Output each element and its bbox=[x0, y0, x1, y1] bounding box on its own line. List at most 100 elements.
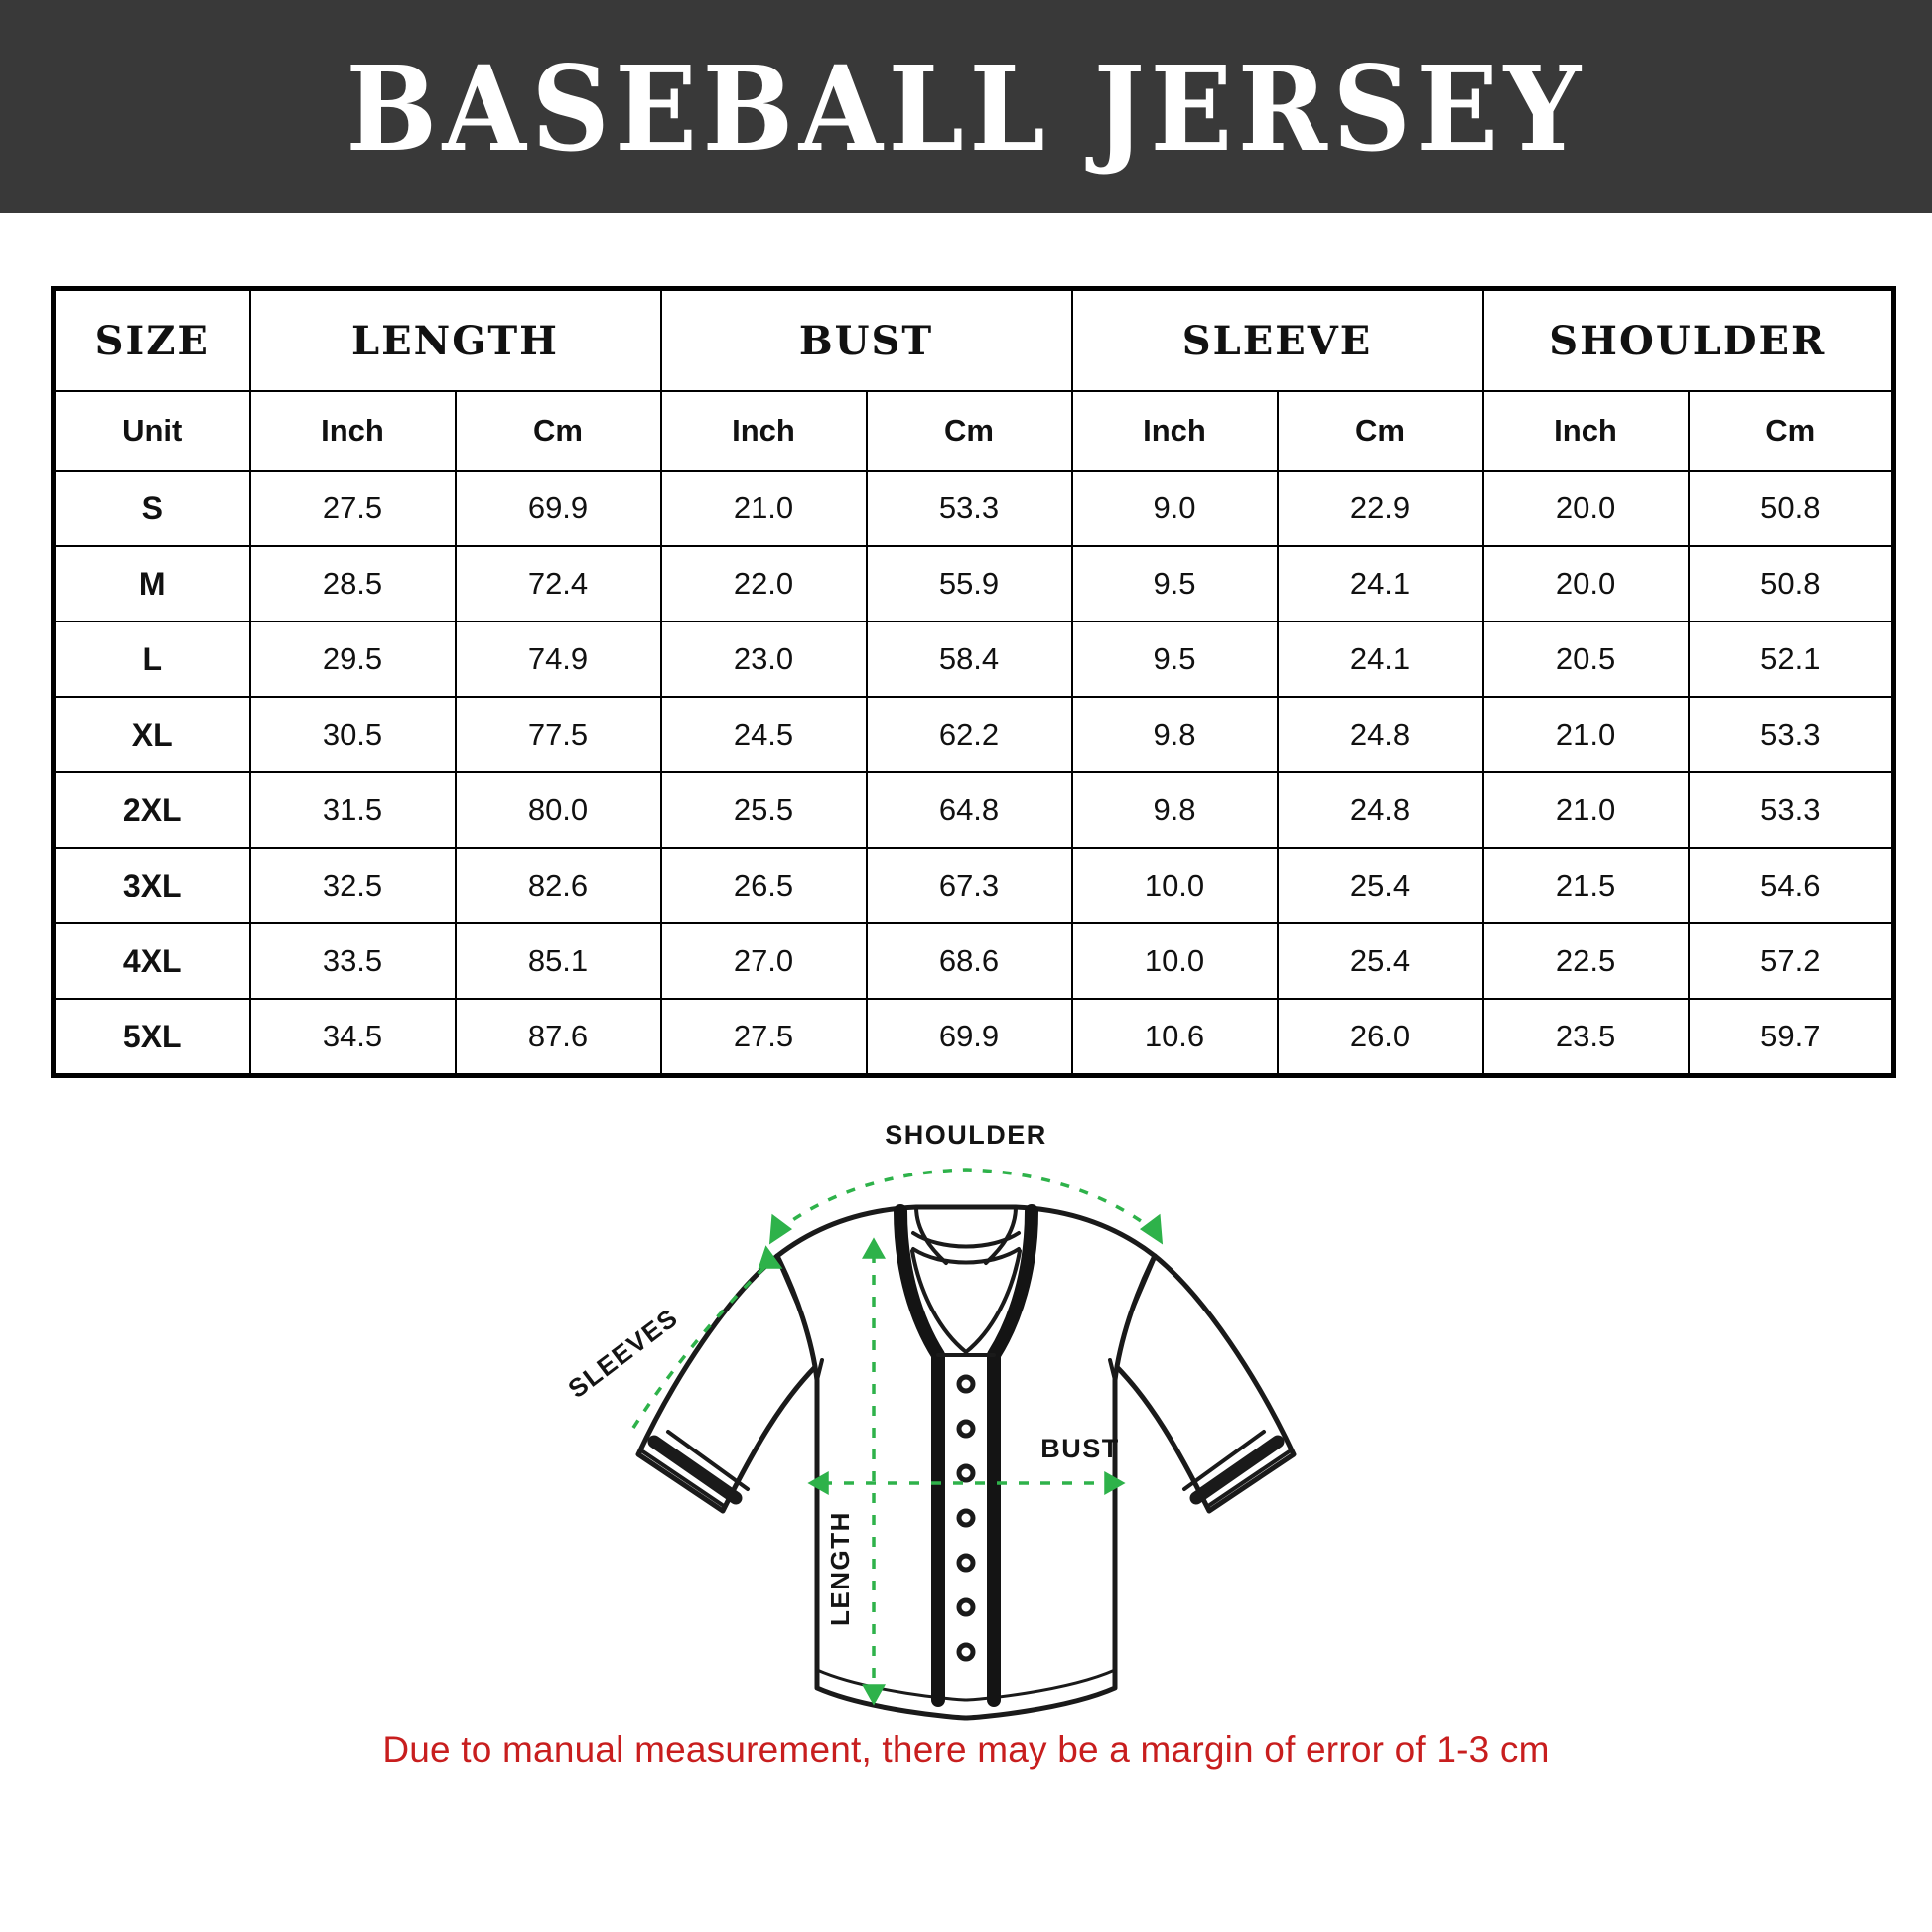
cell-sleeve-in: 10.0 bbox=[1070, 847, 1279, 924]
cell-size: 2XL bbox=[52, 771, 251, 849]
unit-cell-shoulder-inch: Inch bbox=[1481, 390, 1690, 472]
cell-bust-cm: 62.2 bbox=[865, 696, 1073, 773]
table-row: 4XL 33.5 85.1 27.0 68.6 10.0 25.4 22.5 57.2 bbox=[52, 922, 1895, 1000]
cell-length-cm: 82.6 bbox=[454, 847, 662, 924]
right-cuff-stripe bbox=[1189, 1435, 1285, 1505]
unit-cell-label: Unit bbox=[52, 390, 251, 472]
cell-shoulder-cm: 57.2 bbox=[1687, 922, 1895, 1000]
bust-arrow-right bbox=[1104, 1471, 1126, 1495]
placket-right-band bbox=[987, 1204, 1038, 1707]
size-chart-container: SIZE LENGTH BUST SLEEVE SHOULDER Unit In… bbox=[51, 286, 1897, 1078]
shoulder-arrow-left bbox=[768, 1213, 793, 1245]
cell-sleeve-in: 9.0 bbox=[1070, 470, 1279, 547]
jersey-body-shape bbox=[774, 1204, 1158, 1721]
right-cuff-line-2 bbox=[1182, 1430, 1266, 1491]
cell-sleeve-in: 10.6 bbox=[1070, 998, 1279, 1077]
measurement-disclaimer: Due to manual measurement, there may be … bbox=[382, 1729, 1550, 1770]
cell-shoulder-in: 22.5 bbox=[1481, 922, 1690, 1000]
collar-inner-line-2 bbox=[911, 1247, 1021, 1265]
cell-length-in: 34.5 bbox=[248, 998, 457, 1077]
right-armhole-seam bbox=[1108, 1358, 1117, 1382]
v-neck-opening bbox=[910, 1249, 1022, 1354]
cell-shoulder-cm: 59.7 bbox=[1687, 998, 1895, 1077]
unit-cell-bust-cm: Cm bbox=[865, 390, 1073, 472]
column-header-bust: BUST bbox=[659, 287, 1073, 392]
cell-length-cm: 69.9 bbox=[454, 470, 662, 547]
cell-sleeve-cm: 24.8 bbox=[1276, 771, 1484, 849]
jersey-button bbox=[956, 1642, 976, 1662]
jersey-button bbox=[956, 1553, 976, 1573]
table-row: 5XL 34.5 87.6 27.5 69.9 10.6 26.0 23.5 59.7 bbox=[52, 998, 1895, 1077]
table-row: S 27.5 69.9 21.0 53.3 9.0 22.9 20.0 50.8 bbox=[52, 470, 1895, 547]
sleeves-measure-line bbox=[631, 1257, 775, 1429]
cell-length-cm: 87.6 bbox=[454, 998, 662, 1077]
jersey-diagram-area: SHOULDER SLEEVES BUST LENGTH bbox=[0, 1082, 1932, 1757]
left-cuff-line-1 bbox=[639, 1449, 726, 1508]
cell-bust-cm: 58.4 bbox=[865, 621, 1073, 698]
cell-bust-cm: 55.9 bbox=[865, 545, 1073, 622]
table-row: 3XL 32.5 82.6 26.5 67.3 10.0 25.4 21.5 54.6 bbox=[52, 847, 1895, 924]
table-row: XL 30.5 77.5 24.5 62.2 9.8 24.8 21.0 53.3 bbox=[52, 696, 1895, 773]
jersey-button bbox=[956, 1597, 976, 1617]
unit-cell-sleeve-cm: Cm bbox=[1276, 390, 1484, 472]
cell-bust-cm: 67.3 bbox=[865, 847, 1073, 924]
cell-bust-in: 25.5 bbox=[659, 771, 868, 849]
cell-shoulder-cm: 53.3 bbox=[1687, 696, 1895, 773]
column-header-sleeve: SLEEVE bbox=[1070, 287, 1484, 392]
cell-bust-in: 23.0 bbox=[659, 621, 868, 698]
left-cuff-line-2 bbox=[666, 1430, 750, 1491]
cell-length-cm: 80.0 bbox=[454, 771, 662, 849]
cell-size: XL bbox=[52, 696, 251, 773]
cell-shoulder-cm: 52.1 bbox=[1687, 621, 1895, 698]
size-chart-table: SIZE LENGTH BUST SLEEVE SHOULDER Unit In… bbox=[51, 286, 1897, 1078]
jersey-button bbox=[956, 1463, 976, 1483]
button-group bbox=[956, 1374, 976, 1662]
cell-length-cm: 72.4 bbox=[454, 545, 662, 622]
cell-length-in: 28.5 bbox=[248, 545, 457, 622]
length-arrow-top bbox=[862, 1237, 886, 1259]
cell-length-cm: 77.5 bbox=[454, 696, 662, 773]
collar-inner-line bbox=[911, 1231, 1021, 1249]
cell-bust-cm: 69.9 bbox=[865, 998, 1073, 1077]
cell-shoulder-in: 20.0 bbox=[1481, 470, 1690, 547]
cell-shoulder-cm: 50.8 bbox=[1687, 470, 1895, 547]
unit-cell-length-inch: Inch bbox=[248, 390, 457, 472]
cell-sleeve-in: 10.0 bbox=[1070, 922, 1279, 1000]
cell-size: L bbox=[52, 621, 251, 698]
diagram-label-length: LENGTH bbox=[825, 1511, 855, 1626]
cell-bust-in: 27.0 bbox=[659, 922, 868, 1000]
cell-sleeve-cm: 24.1 bbox=[1276, 621, 1484, 698]
cell-length-in: 29.5 bbox=[248, 621, 457, 698]
cell-size: 5XL bbox=[52, 998, 251, 1077]
cell-sleeve-in: 9.8 bbox=[1070, 771, 1279, 849]
cell-shoulder-cm: 50.8 bbox=[1687, 545, 1895, 622]
left-cuff-stripe bbox=[647, 1435, 743, 1505]
placket-left-band bbox=[894, 1204, 945, 1707]
cell-length-cm: 74.9 bbox=[454, 621, 662, 698]
column-header-shoulder: SHOULDER bbox=[1481, 287, 1895, 392]
cell-size: M bbox=[52, 545, 251, 622]
cell-bust-in: 22.0 bbox=[659, 545, 868, 622]
cell-shoulder-in: 20.5 bbox=[1481, 621, 1690, 698]
size-chart-body: S 27.5 69.9 21.0 53.3 9.0 22.9 20.0 50.8 M 28.5 72.… bbox=[52, 470, 1895, 1077]
cell-bust-in: 24.5 bbox=[659, 696, 868, 773]
cell-shoulder-cm: 53.3 bbox=[1687, 771, 1895, 849]
left-armhole-seam bbox=[815, 1358, 824, 1382]
column-header-size: SIZE bbox=[52, 287, 251, 392]
cell-sleeve-cm: 24.8 bbox=[1276, 696, 1484, 773]
diagram-label-bust: BUST bbox=[1040, 1434, 1120, 1463]
jersey-button bbox=[956, 1374, 976, 1394]
table-unit-row: Unit Inch Cm Inch Cm Inch Cm Inch Cm bbox=[52, 390, 1895, 472]
cell-size: 3XL bbox=[52, 847, 251, 924]
cell-bust-cm: 68.6 bbox=[865, 922, 1073, 1000]
column-header-length: LENGTH bbox=[248, 287, 662, 392]
cell-sleeve-cm: 26.0 bbox=[1276, 998, 1484, 1077]
cell-length-in: 27.5 bbox=[248, 470, 457, 547]
jersey-measurement-diagram: SHOULDER SLEEVES BUST LENGTH bbox=[562, 1120, 1297, 1721]
cell-bust-in: 26.5 bbox=[659, 847, 868, 924]
table-row: 2XL 31.5 80.0 25.5 64.8 9.8 24.8 21.0 53.3 bbox=[52, 771, 1895, 849]
cell-shoulder-in: 23.5 bbox=[1481, 998, 1690, 1077]
length-arrow-bottom bbox=[862, 1684, 886, 1706]
cell-size: S bbox=[52, 470, 251, 547]
cell-sleeve-in: 9.8 bbox=[1070, 696, 1279, 773]
